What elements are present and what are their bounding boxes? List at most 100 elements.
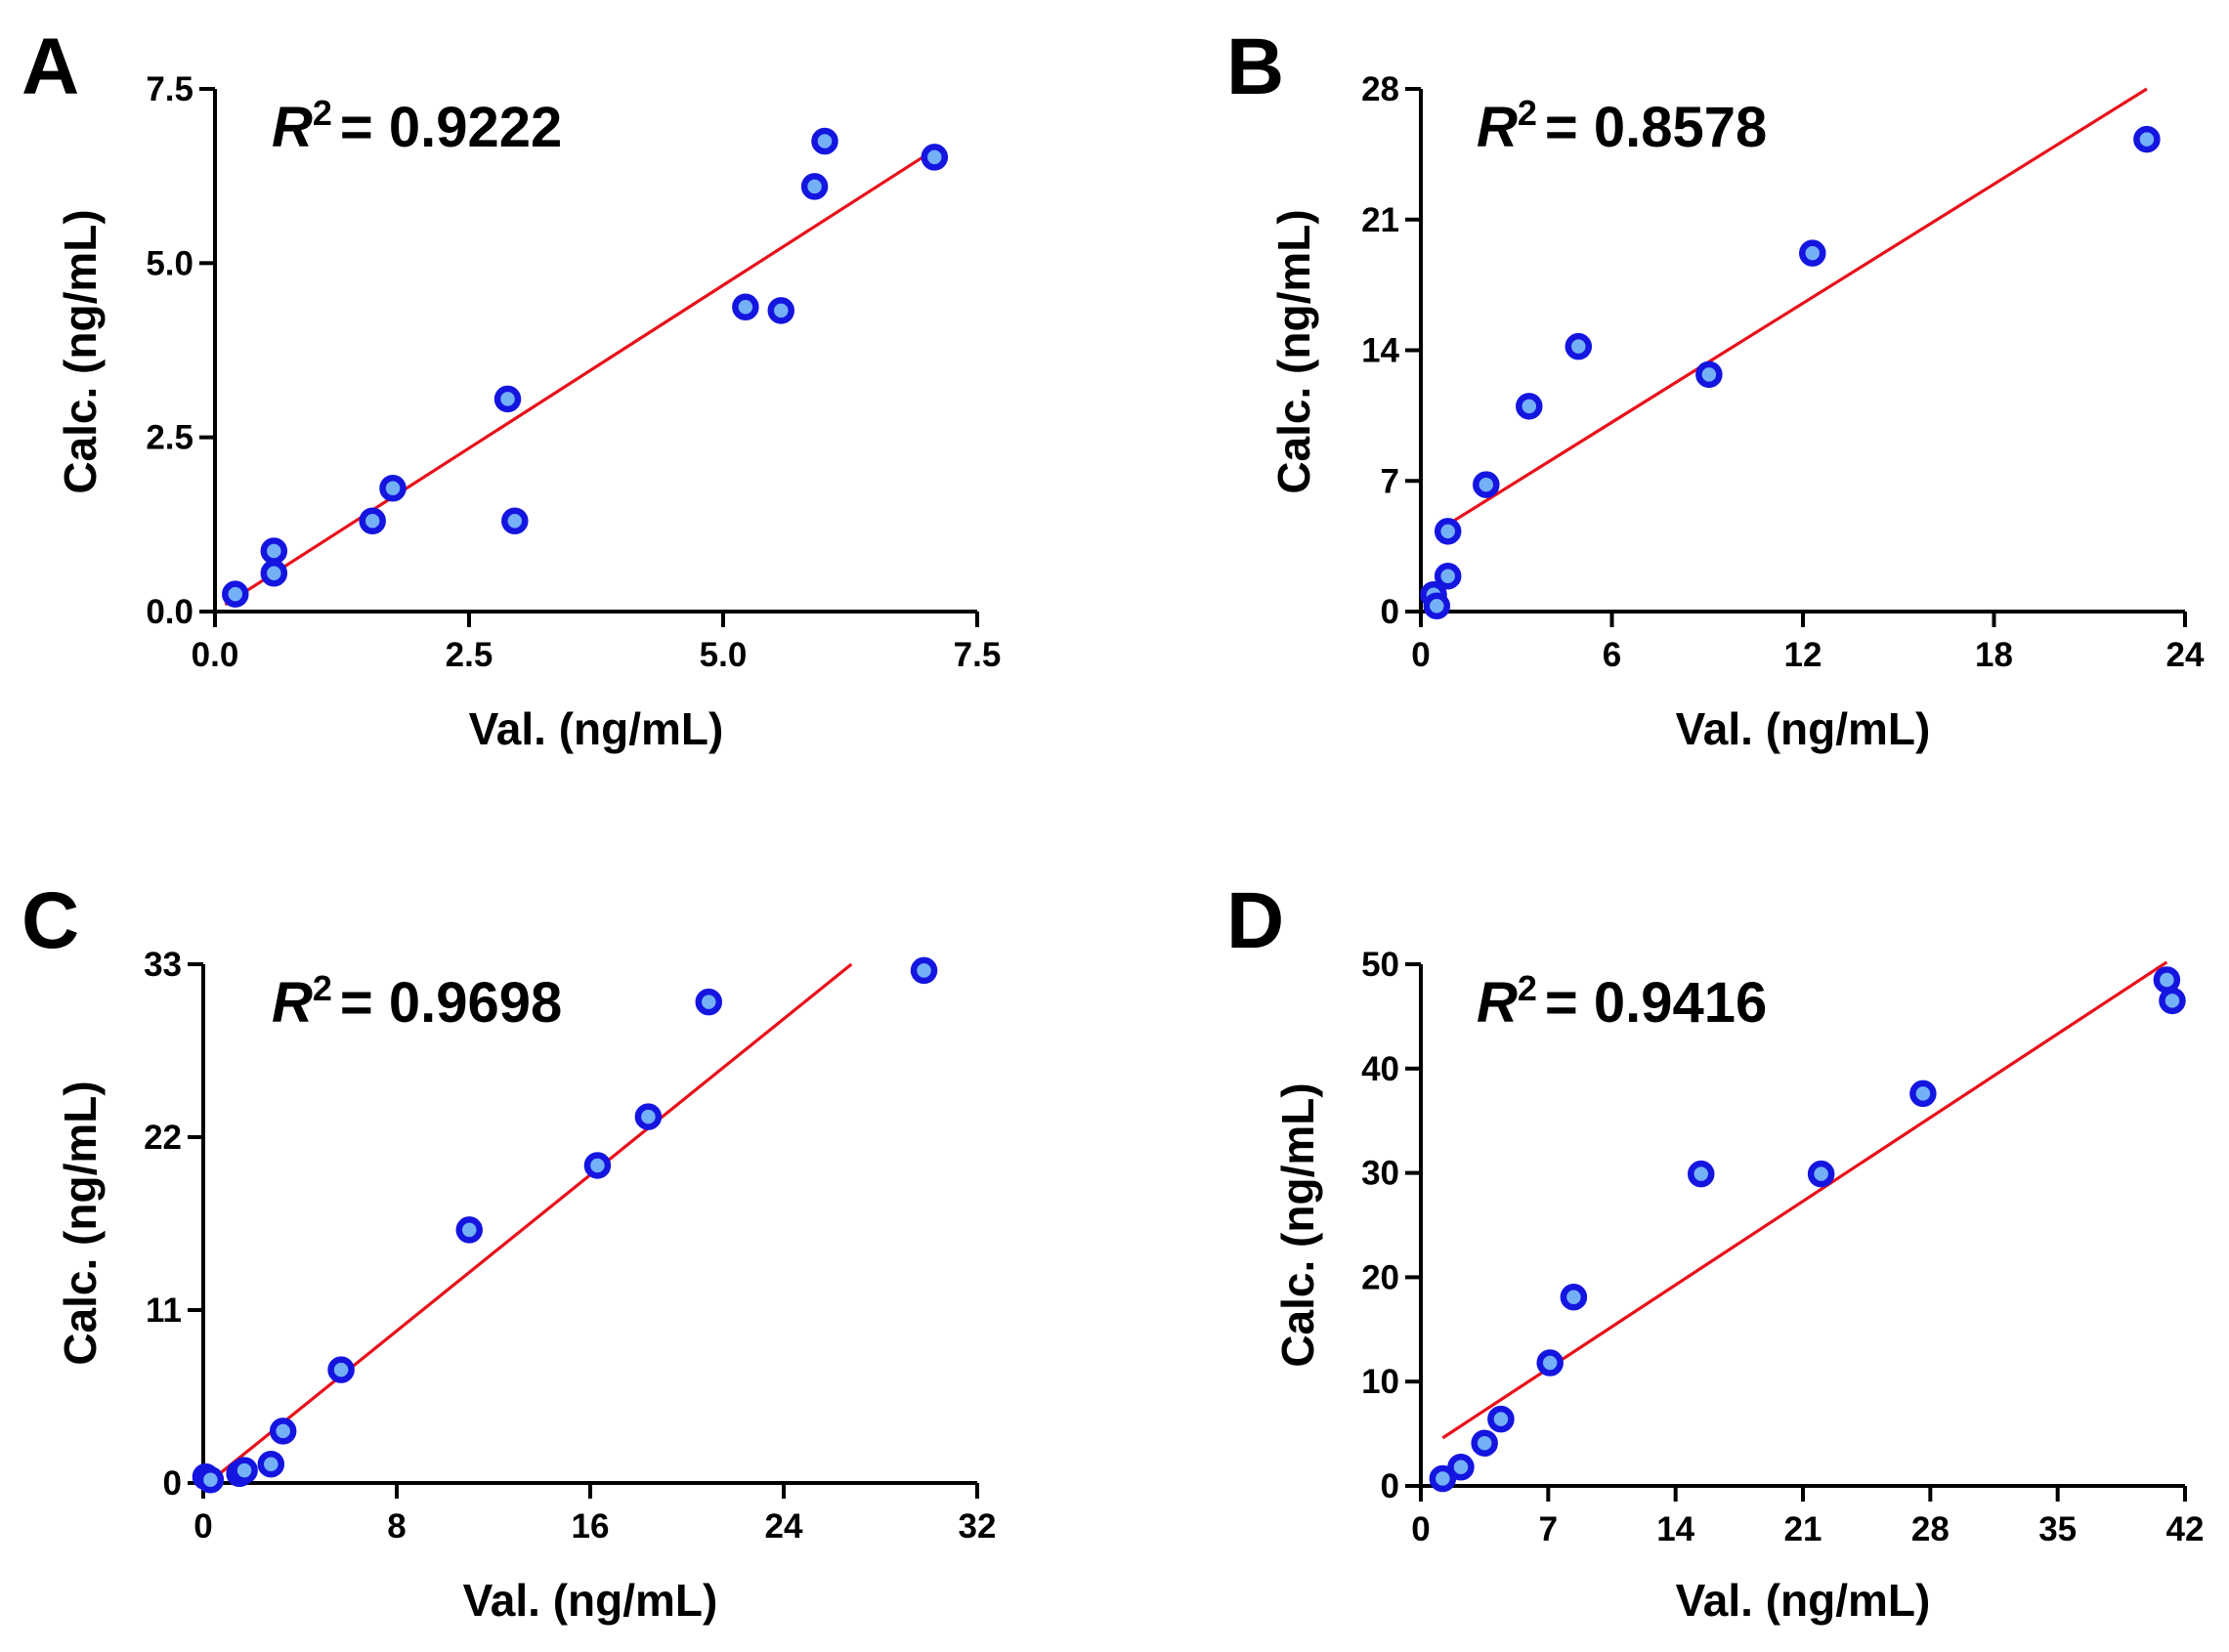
panel-a: A 0.0 2.5 5.0 7.5 0.0 2.5 5.0 7.5 Val. (ng/mL) Cal… — [21, 22, 1001, 754]
data-point — [1687, 1160, 1715, 1188]
data-point — [1423, 592, 1451, 620]
data-point — [501, 507, 529, 535]
x-tick-label: 6 — [1603, 636, 1621, 674]
x-tick-label: 14 — [1656, 1510, 1694, 1548]
data-point — [1447, 1454, 1475, 1481]
y-tick-label: 0 — [1381, 593, 1399, 631]
x-tick-label: 35 — [2038, 1510, 2077, 1548]
data-point — [222, 580, 249, 608]
r2-value: = 0.9416 — [1545, 971, 1767, 1035]
y-tick-label: 2.5 — [146, 419, 193, 457]
r2-superscript: 2 — [1518, 93, 1537, 133]
data-point — [921, 144, 949, 171]
data-point — [1473, 471, 1500, 498]
data-point — [1695, 360, 1723, 389]
data-point — [455, 1216, 483, 1244]
y-tick-label: 5.0 — [146, 244, 193, 282]
y-tick-label: 50 — [1361, 946, 1399, 984]
x-axis-title: Val. (ng/mL) — [1676, 703, 1931, 754]
panel-d: D 0 7 14 21 28 35 42 0 10 20 30 40 50 Val. (ng/mL) Calc… — [1226, 876, 2204, 1626]
r2-symbol: R — [1477, 96, 1518, 159]
y-tick-label: 21 — [1361, 201, 1399, 239]
data-point — [800, 173, 829, 200]
y-tick-label: 0 — [1381, 1467, 1399, 1505]
r2-superscript: 2 — [313, 93, 332, 133]
x-tick-label: 16 — [572, 1507, 610, 1546]
data-point — [1565, 332, 1593, 360]
data-point — [1434, 562, 1462, 590]
x-tick-label: 42 — [2166, 1510, 2205, 1548]
y-tick-label: 40 — [1361, 1050, 1399, 1088]
y-tick-label: 10 — [1361, 1363, 1399, 1401]
x-tick-label: 7 — [1539, 1510, 1558, 1548]
y-axis-title: Calc. (ng/mL) — [1272, 1082, 1323, 1367]
data-point — [634, 1103, 663, 1130]
y-tick-label: 11 — [146, 1292, 182, 1330]
r2-superscript: 2 — [313, 968, 332, 1008]
x-axis-title: Val. (ng/mL) — [1676, 1575, 1931, 1626]
data-point — [811, 127, 838, 155]
data-point — [583, 1152, 612, 1179]
regression-line — [1441, 960, 2168, 1440]
data-point — [1799, 239, 1826, 267]
x-tick-label: 24 — [2166, 636, 2205, 674]
r2-value: = 0.8578 — [1545, 96, 1767, 159]
y-tick-label: 0 — [163, 1464, 182, 1503]
r2-value: = 0.9222 — [340, 96, 562, 159]
r2-symbol: R — [272, 971, 313, 1035]
data-point — [2159, 987, 2186, 1015]
data-point — [2153, 966, 2181, 994]
data-point — [269, 1418, 297, 1445]
y-axis-title: Calc. (ng/mL) — [1268, 209, 1319, 493]
x-tick-label: 12 — [1784, 636, 1822, 674]
data-point — [767, 297, 795, 324]
r-squared-annotation: R2 = 0.9222 — [272, 93, 562, 159]
data-point — [2133, 125, 2161, 153]
r-squared-annotation: R2 = 0.9416 — [1477, 968, 1767, 1035]
data-point — [1434, 518, 1462, 545]
panel-b: B 0 6 12 18 24 0 7 14 21 28 Val. (ng/mL) Calc. (ng/m… — [1226, 22, 2205, 754]
y-tick-label: 33 — [144, 946, 182, 984]
data-point — [732, 293, 759, 321]
x-tick-label: 0.0 — [192, 636, 239, 674]
x-tick-label: 18 — [1975, 636, 2013, 674]
data-point — [1909, 1080, 1937, 1108]
data-point — [379, 474, 407, 502]
x-tick-label: 8 — [387, 1507, 406, 1546]
regression-line — [1438, 87, 2148, 531]
panel-c: C 0 8 16 24 32 0 11 22 33 Val. (ng/mL) Calc. (ng/mL… — [21, 876, 996, 1626]
data-point — [260, 537, 288, 565]
data-point — [910, 956, 938, 985]
panel-label: D — [1226, 876, 1284, 965]
x-axis-title: Val. (ng/mL) — [463, 1575, 718, 1626]
data-point — [1471, 1429, 1498, 1457]
x-tick-label: 0 — [1411, 636, 1430, 674]
r2-symbol: R — [272, 96, 313, 159]
panel-label: A — [21, 22, 79, 111]
r-squared-annotation: R2 = 0.8578 — [1477, 93, 1767, 159]
r2-symbol: R — [1477, 971, 1518, 1035]
y-axis-title: Calc. (ng/mL) — [55, 209, 106, 493]
data-point — [196, 1466, 225, 1494]
regression-line — [206, 962, 853, 1485]
y-axis-title: Calc. (ng/mL) — [55, 1080, 106, 1365]
x-tick-label: 0 — [193, 1507, 212, 1546]
y-tick-label: 7.5 — [146, 70, 193, 108]
y-tick-label: 7 — [1381, 462, 1399, 500]
data-point — [257, 1450, 285, 1478]
y-tick-label: 22 — [144, 1119, 182, 1157]
data-point — [1560, 1283, 1588, 1311]
x-tick-label: 32 — [959, 1507, 997, 1546]
data-point — [695, 988, 723, 1016]
panel-label: B — [1226, 22, 1284, 111]
x-tick-label: 5.0 — [700, 636, 748, 674]
x-tick-label: 0 — [1411, 1510, 1430, 1548]
y-tick-label: 0.0 — [146, 593, 193, 631]
x-axis-title: Val. (ng/mL) — [469, 703, 724, 754]
x-tick-label: 28 — [1911, 1510, 1950, 1548]
data-point — [359, 507, 386, 535]
y-tick-label: 28 — [1361, 70, 1399, 108]
data-point — [260, 560, 288, 587]
data-point — [1536, 1349, 1564, 1377]
